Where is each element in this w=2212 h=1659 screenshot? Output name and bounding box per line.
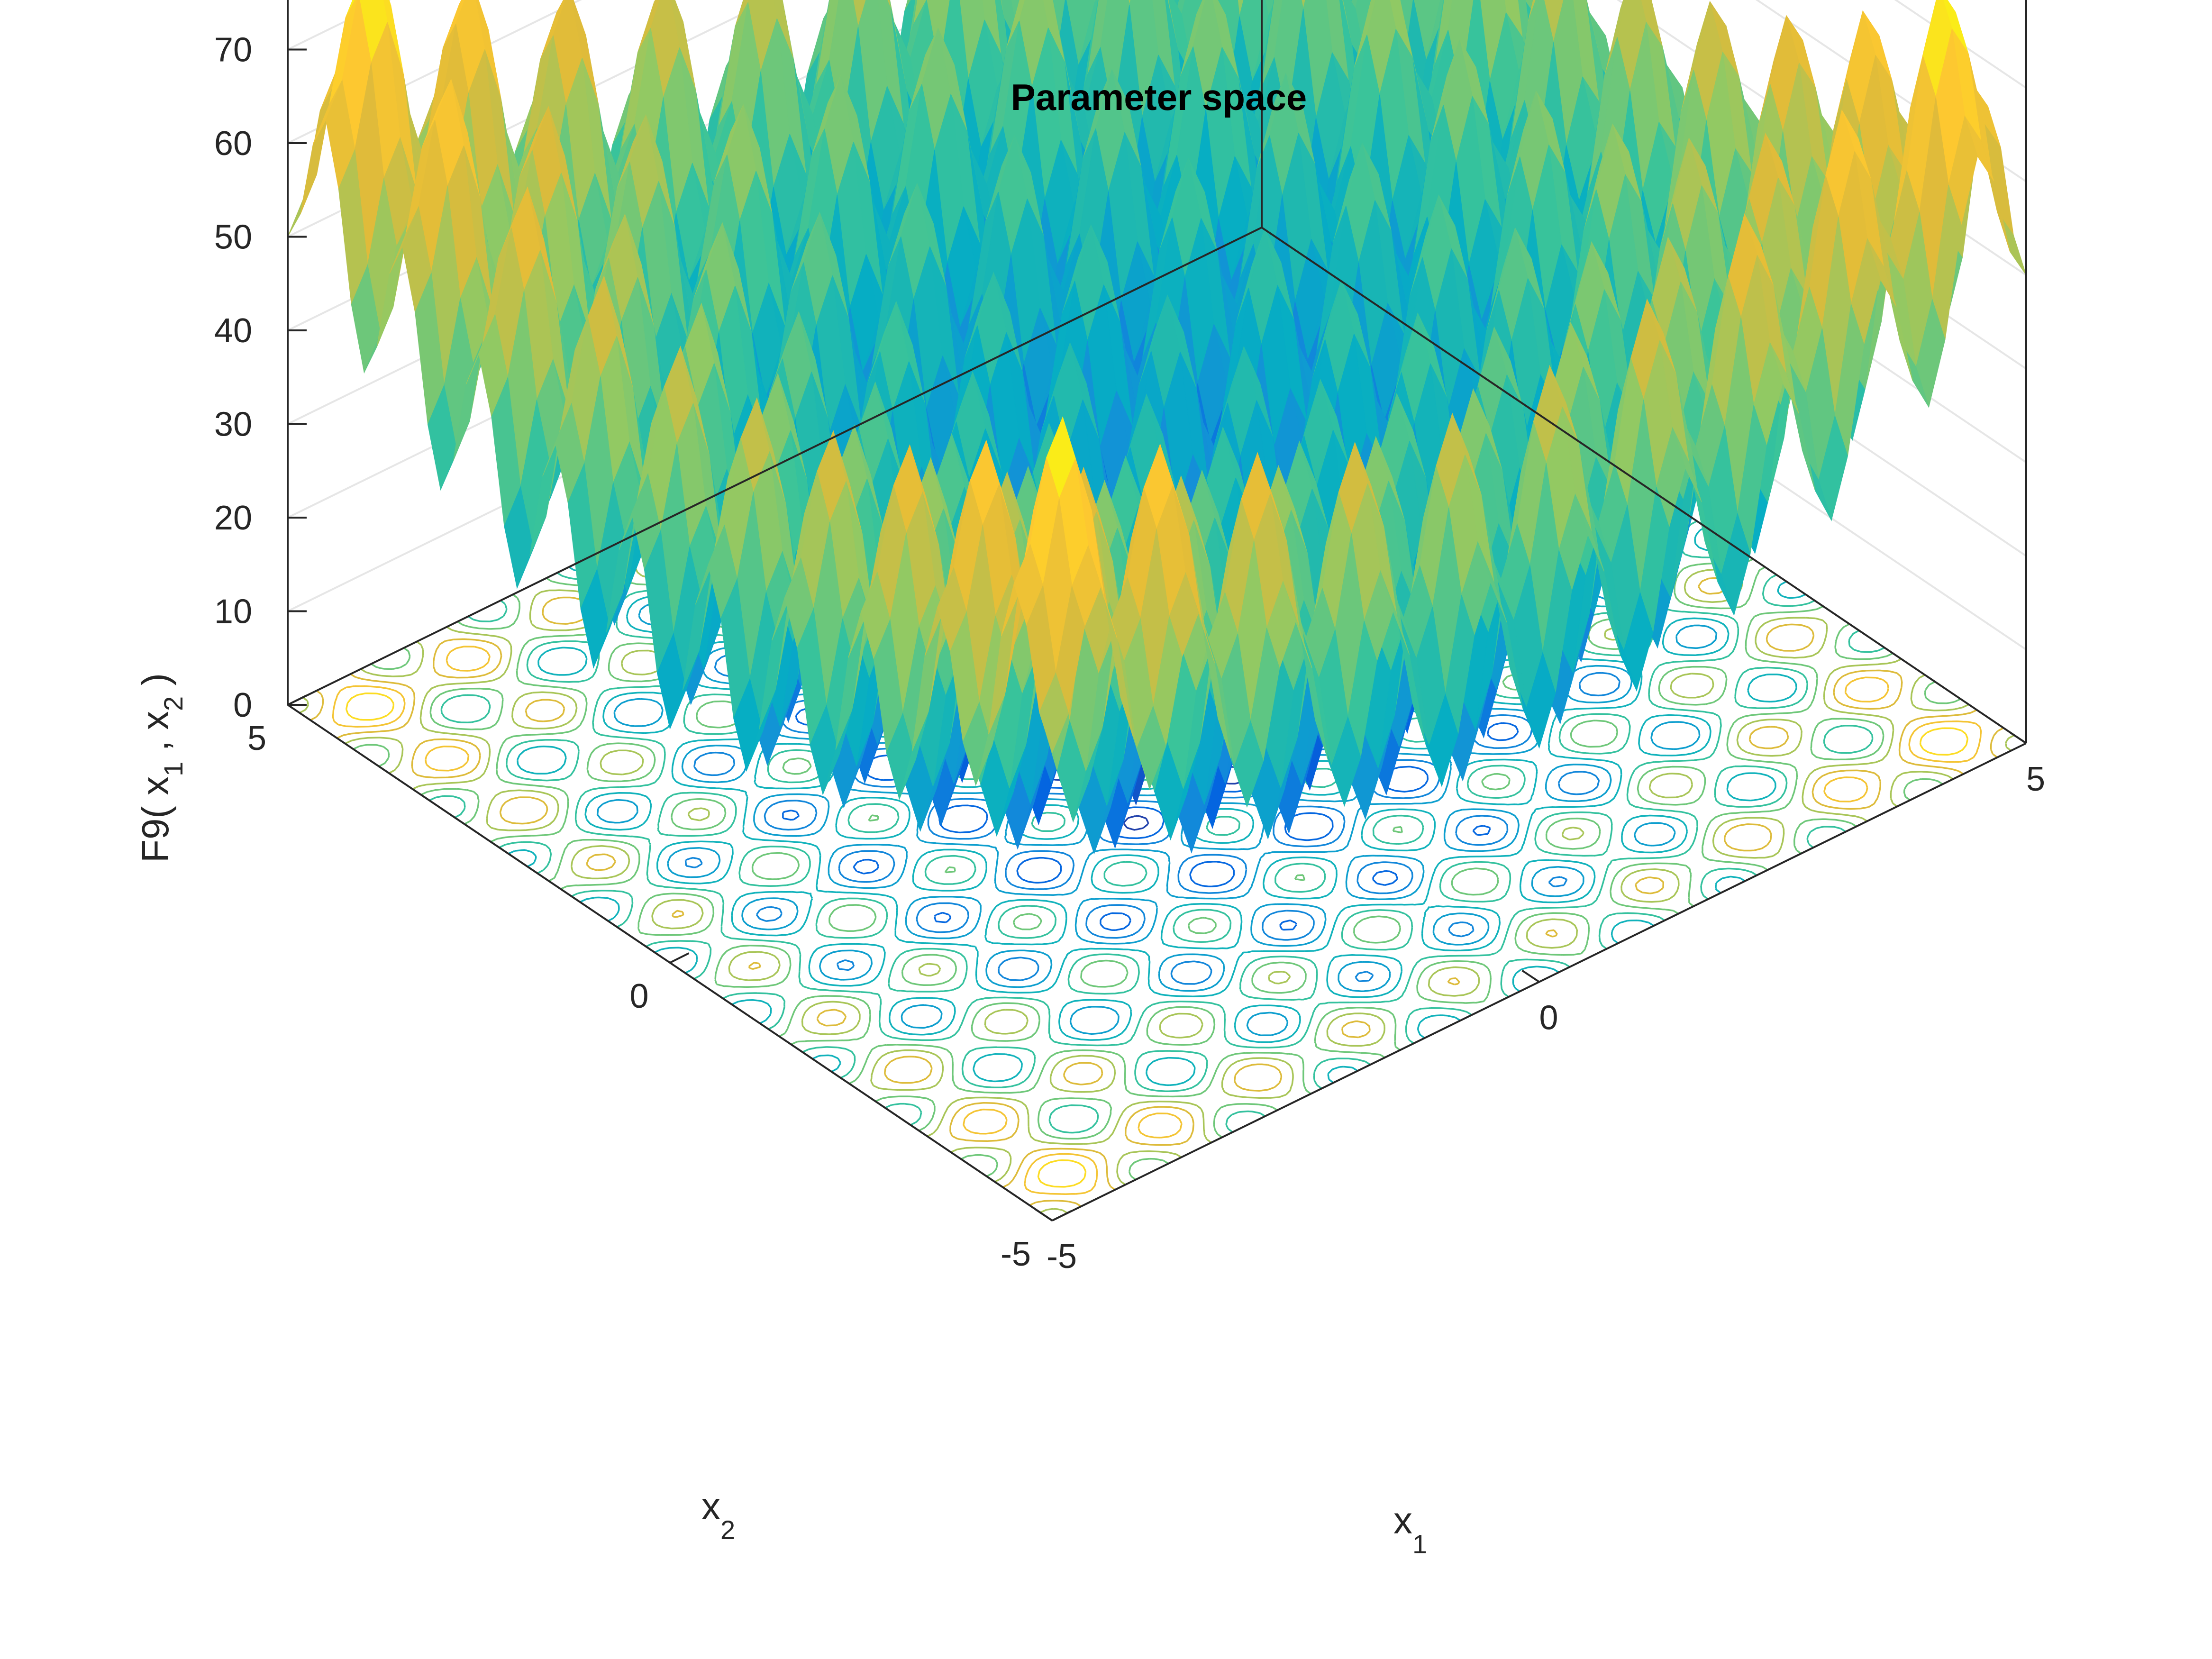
y-tick-label: 5 xyxy=(247,720,266,757)
surface-plot xyxy=(287,0,2027,855)
z-tick-label: 30 xyxy=(214,406,252,444)
surface-patch xyxy=(1984,124,2014,236)
z-axis-label: F9( x1 , x2 ) xyxy=(134,673,188,863)
x-tick xyxy=(1034,1208,1053,1221)
z-tick-label: 10 xyxy=(214,593,252,631)
surface-patch xyxy=(1039,672,1069,754)
z-tick-label: 40 xyxy=(214,312,252,350)
z-tick-label: 20 xyxy=(214,499,252,537)
y-axis-label: x2 xyxy=(701,1485,735,1545)
y-tick xyxy=(1052,1210,1072,1221)
x-tick-label: 0 xyxy=(1539,999,1558,1037)
z-tick-label: 60 xyxy=(214,125,252,163)
surface-patch xyxy=(1301,0,1306,9)
z-tick-label: 50 xyxy=(214,219,252,256)
x-axis-back xyxy=(287,227,1262,706)
y-axis-back xyxy=(1261,227,2027,744)
axes: 01020304050607080-505-505 xyxy=(214,0,2045,1276)
z-tick-label: 70 xyxy=(214,31,252,69)
y-tick xyxy=(287,694,307,706)
x-tick-label: -5 xyxy=(1047,1238,1077,1276)
y-tick-label: 0 xyxy=(629,977,648,1015)
x-tick-label: 5 xyxy=(2026,760,2045,798)
z-gridline xyxy=(1755,0,2027,182)
z-tick-label: 0 xyxy=(233,686,252,724)
x-tick xyxy=(1521,969,1540,983)
x-tick xyxy=(2008,731,2027,744)
contour-level xyxy=(310,241,2004,1207)
chart-title: Parameter space xyxy=(1011,76,1307,118)
y-tick xyxy=(669,952,690,964)
surface-patch xyxy=(853,0,866,27)
x-axis-label: x1 xyxy=(1393,1499,1427,1559)
y-tick-label: -5 xyxy=(1001,1235,1031,1273)
z-gridline xyxy=(1894,0,2027,89)
